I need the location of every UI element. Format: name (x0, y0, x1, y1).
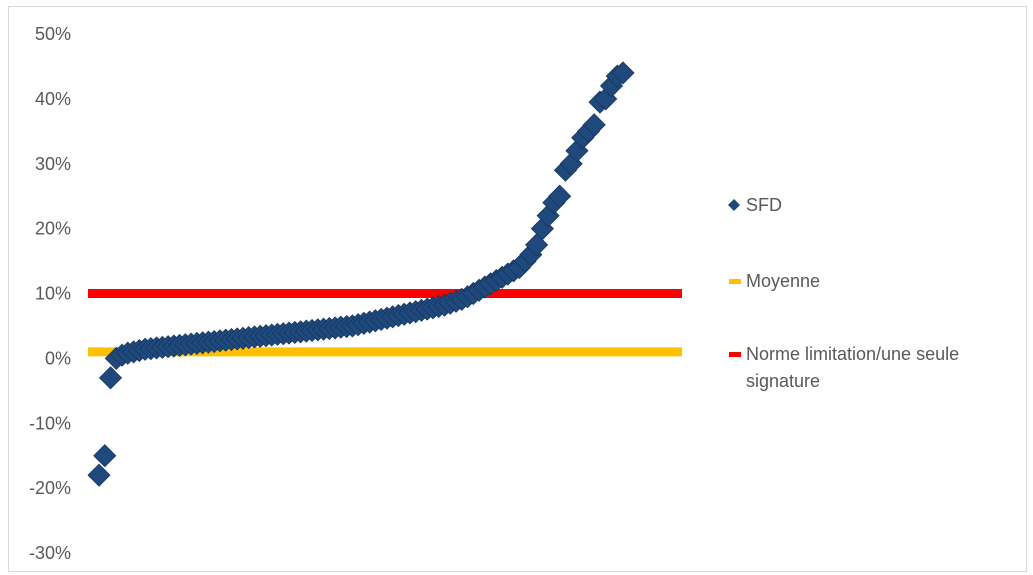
sfd-data-point (87, 463, 111, 487)
y-tick-label: -10% (29, 413, 71, 433)
line-icon (729, 279, 741, 284)
sfd-data-point (548, 184, 572, 208)
legend-label: SFD (746, 195, 782, 215)
sfd-data-point (582, 113, 606, 137)
legend-label: Norme limitation/une seule (746, 344, 959, 364)
y-tick-label: 50% (35, 24, 71, 44)
y-tick-label: -30% (29, 543, 71, 563)
y-tick-label: 10% (35, 284, 71, 304)
diamond-icon (728, 199, 740, 211)
y-axis-ticks: -30% -20% -10% 0% 10% 20% 30% 40% 50% (29, 24, 71, 563)
legend-item: SFD (728, 195, 782, 215)
sfd-data-point (98, 366, 123, 390)
legend-item: Moyenne (729, 271, 820, 291)
y-tick-label: 30% (35, 154, 71, 174)
sfd-data-point (611, 61, 635, 85)
y-tick-label: 20% (35, 219, 71, 239)
sfd-points (87, 61, 635, 487)
legend-item: Norme limitation/une seule signature (729, 344, 959, 391)
line-icon (729, 352, 741, 357)
sfd-data-point (93, 444, 117, 468)
y-tick-label: -20% (29, 478, 71, 498)
legend-label: Moyenne (746, 271, 820, 291)
legend: SFD Moyenne Norme limitation/une seule sign… (728, 195, 959, 391)
y-tick-label: 40% (35, 89, 71, 109)
y-tick-label: 0% (45, 348, 71, 368)
legend-label: signature (746, 371, 820, 391)
